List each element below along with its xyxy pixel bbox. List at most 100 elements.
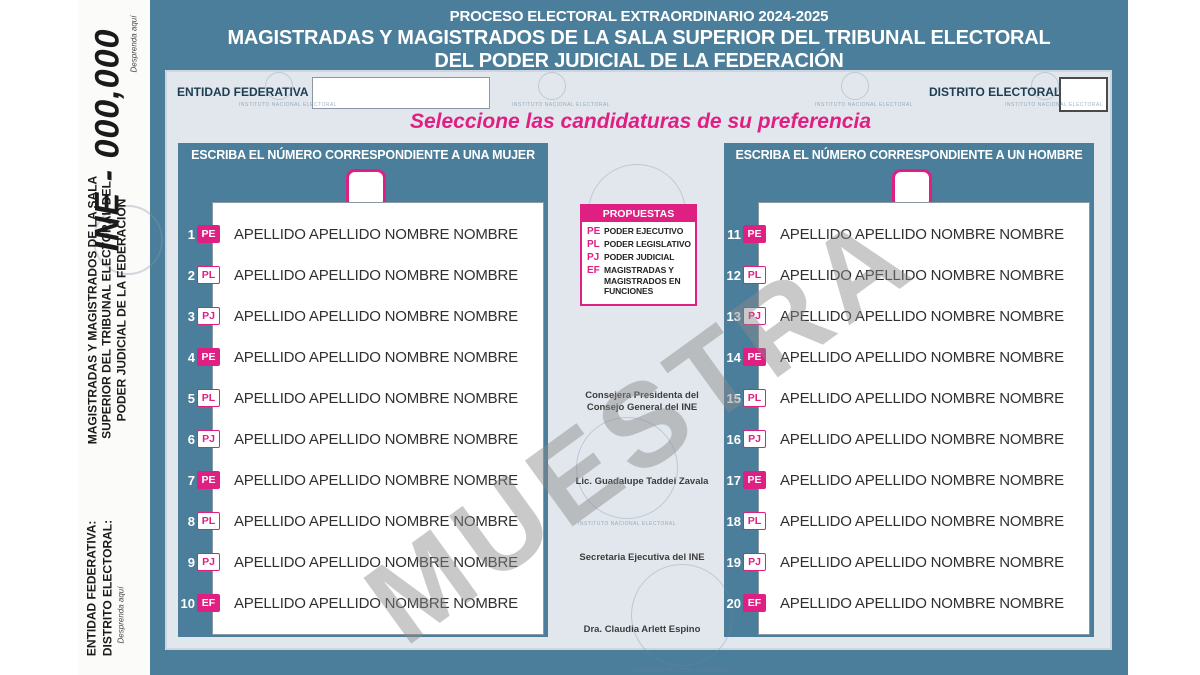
- candidate-tag-pj: PJ: [743, 430, 766, 448]
- candidate-name: APELLIDO APELLIDO NOMBRE NOMBRE: [780, 594, 1064, 612]
- candidate-name: APELLIDO APELLIDO NOMBRE NOMBRE: [780, 553, 1064, 571]
- candidate-number: 15: [726, 390, 741, 406]
- candidate-row: 6 PJ APELLIDO APELLIDO NOMBRE NOMBRE: [180, 429, 518, 449]
- candidate-row: 8 PL APELLIDO APELLIDO NOMBRE NOMBRE: [180, 511, 518, 531]
- ballot-body: PROCESO ELECTORAL EXTRAORDINARIO 2024-20…: [150, 0, 1128, 675]
- candidate-tag-pj: PJ: [197, 307, 220, 325]
- candidate-number: 5: [187, 390, 195, 406]
- candidate-name: APELLIDO APELLIDO NOMBRE NOMBRE: [780, 512, 1064, 530]
- candidate-number: 2: [187, 267, 195, 283]
- ine-seal-watermark: [93, 205, 163, 275]
- detachable-stub: INE - 000,000 Desprenda aquí MAGISTRADAS…: [78, 0, 163, 675]
- candidate-name: APELLIDO APELLIDO NOMBRE NOMBRE: [234, 389, 518, 407]
- official-name-secretaria: Dra. Claudia Arlett Espino: [583, 624, 701, 635]
- candidate-name: APELLIDO APELLIDO NOMBRE NOMBRE: [234, 594, 518, 612]
- candidate-row: 5 PL APELLIDO APELLIDO NOMBRE NOMBRE: [180, 388, 518, 408]
- candidate-name: APELLIDO APELLIDO NOMBRE NOMBRE: [234, 471, 518, 489]
- women-candidates-listbox: [212, 202, 544, 635]
- candidate-row: 10 EF APELLIDO APELLIDO NOMBRE NOMBRE: [180, 593, 518, 613]
- stub-entity-district-labels: ENTIDAD FEDERATIVA: DISTRITO ELECTORAL:: [84, 519, 114, 657]
- candidate-name: APELLIDO APELLIDO NOMBRE NOMBRE: [234, 553, 518, 571]
- men-candidates-listbox: [758, 202, 1090, 635]
- propuestas-label: MAGISTRADAS Y MAGISTRADOS EN FUNCIONES: [604, 265, 681, 297]
- women-column-header: ESCRIBA EL NÚMERO CORRESPONDIENTE A UNA …: [191, 148, 535, 162]
- ine-seal-watermark: INSTITUTO NACIONAL ELECTORAL: [627, 564, 737, 674]
- propuestas-code-pl: PL: [587, 239, 600, 250]
- candidate-name: APELLIDO APELLIDO NOMBRE NOMBRE: [234, 512, 518, 530]
- candidate-row: 15 PL APELLIDO APELLIDO NOMBRE NOMBRE: [726, 388, 1064, 408]
- candidate-tag-pl: PL: [197, 389, 220, 407]
- candidate-row: 2 PL APELLIDO APELLIDO NOMBRE NOMBRE: [180, 265, 518, 285]
- candidate-number: 6: [187, 431, 195, 447]
- official-role-secretaria: Secretaria Ejecutiva del INE: [579, 552, 705, 563]
- candidate-tag-pe: PE: [743, 348, 766, 366]
- candidate-name: APELLIDO APELLIDO NOMBRE NOMBRE: [234, 348, 518, 366]
- ballot-inner-panel: INSTITUTO NACIONAL ELECTORAL INSTITUTO N…: [165, 70, 1112, 674]
- candidate-name: APELLIDO APELLIDO NOMBRE NOMBRE: [780, 430, 1064, 448]
- propuestas-title: PROPUESTAS: [582, 206, 695, 222]
- candidate-number: 4: [187, 349, 195, 365]
- candidate-name: APELLIDO APELLIDO NOMBRE NOMBRE: [780, 471, 1064, 489]
- ine-seal-watermark: INSTITUTO NACIONAL ELECTORAL: [815, 72, 913, 108]
- candidate-tag-pe: PE: [743, 225, 766, 243]
- ine-seal-watermark: INSTITUTO NACIONAL ELECTORAL: [1005, 72, 1103, 108]
- candidate-tag-pe: PE: [743, 471, 766, 489]
- stub-election-title: MAGISTRADAS Y MAGISTRADOS DE LA SALA SUP…: [85, 175, 129, 445]
- candidate-number: 13: [726, 308, 741, 324]
- entidad-federativa-input[interactable]: [312, 77, 490, 109]
- official-role-presidenta: Consejera Presidenta del Consejo General…: [585, 390, 699, 414]
- candidate-number: 1: [187, 226, 195, 242]
- candidate-row: 13 PJ APELLIDO APELLIDO NOMBRE NOMBRE: [726, 306, 1064, 326]
- men-column-header: ESCRIBA EL NÚMERO CORRESPONDIENTE A UN H…: [735, 148, 1083, 162]
- propuestas-item: PL PODER LEGISLATIVO: [587, 239, 691, 250]
- propuestas-code-ef: EF: [587, 265, 600, 276]
- header-election-title-line2: DEL PODER JUDICIAL DE LA FEDERACIÓN: [434, 50, 844, 72]
- candidate-name: APELLIDO APELLIDO NOMBRE NOMBRE: [234, 307, 518, 325]
- candidate-row: 14 PE APELLIDO APELLIDO NOMBRE NOMBRE: [726, 347, 1064, 367]
- women-candidates-column: ESCRIBA EL NÚMERO CORRESPONDIENTE A UNA …: [178, 143, 548, 637]
- propuestas-code-pe: PE: [587, 226, 601, 237]
- candidate-number: 9: [187, 554, 195, 570]
- candidate-number: 14: [726, 349, 741, 365]
- candidate-tag-pl: PL: [743, 266, 766, 284]
- header-process-title: PROCESO ELECTORAL EXTRAORDINARIO 2024-20…: [449, 8, 829, 25]
- propuestas-label: PODER JUDICIAL: [604, 252, 675, 262]
- candidate-tag-pl: PL: [743, 512, 766, 530]
- header-election-title-line1: MAGISTRADAS Y MAGISTRADOS DE LA SALA SUP…: [227, 27, 1051, 49]
- candidate-row: 20 EF APELLIDO APELLIDO NOMBRE NOMBRE: [726, 593, 1064, 613]
- propuestas-label: PODER EJECUTIVO: [604, 226, 684, 236]
- candidate-name: APELLIDO APELLIDO NOMBRE NOMBRE: [780, 307, 1064, 325]
- official-name-presidenta: Lic. Guadalupe Taddei Zavala: [575, 476, 709, 487]
- candidate-row: 12 PL APELLIDO APELLIDO NOMBRE NOMBRE: [726, 265, 1064, 285]
- candidate-number: 18: [726, 513, 741, 529]
- candidate-tag-pe: PE: [197, 348, 220, 366]
- distrito-electoral-input[interactable]: [1059, 77, 1108, 112]
- candidate-tag-pj: PJ: [743, 553, 766, 571]
- candidate-tag-pe: PE: [197, 471, 220, 489]
- detach-here-label-top: Desprenda aquí: [129, 15, 139, 73]
- propuestas-legend-box: PROPUESTAS PE PODER EJECUTIVO PL PODER LEGI…: [580, 204, 697, 306]
- selection-instruction: Seleccione las candidaturas de su prefer…: [409, 110, 872, 133]
- propuestas-item: PE PODER EJECUTIVO: [587, 226, 691, 237]
- candidate-row: 11 PE APELLIDO APELLIDO NOMBRE NOMBRE: [726, 224, 1064, 244]
- ine-seal-watermark: INSTITUTO NACIONAL ELECTORAL: [512, 72, 610, 108]
- candidate-row: 18 PL APELLIDO APELLIDO NOMBRE NOMBRE: [726, 511, 1064, 531]
- candidate-number: 8: [187, 513, 195, 529]
- propuestas-item: EF MAGISTRADAS Y MAGISTRADOS EN FUNCIONES: [587, 265, 691, 297]
- propuestas-label: PODER LEGISLATIVO: [604, 239, 691, 249]
- candidate-number: 3: [187, 308, 195, 324]
- detach-here-label-bottom: Desprenda aquí: [116, 586, 126, 644]
- candidate-tag-ef: EF: [743, 594, 766, 612]
- propuestas-item: PJ PODER JUDICIAL: [587, 252, 691, 263]
- candidate-row: 16 PJ APELLIDO APELLIDO NOMBRE NOMBRE: [726, 429, 1064, 449]
- candidate-tag-pl: PL: [743, 389, 766, 407]
- candidate-row: 17 PE APELLIDO APELLIDO NOMBRE NOMBRE: [726, 470, 1064, 490]
- candidate-tag-pe: PE: [197, 225, 220, 243]
- candidate-tag-pj: PJ: [197, 430, 220, 448]
- candidate-number: 16: [726, 431, 741, 447]
- candidate-name: APELLIDO APELLIDO NOMBRE NOMBRE: [234, 266, 518, 284]
- candidate-row: 1 PE APELLIDO APELLIDO NOMBRE NOMBRE: [180, 224, 518, 244]
- candidate-number: 7: [187, 472, 195, 488]
- distrito-electoral-label: DISTRITO ELECTORAL: [929, 85, 1062, 99]
